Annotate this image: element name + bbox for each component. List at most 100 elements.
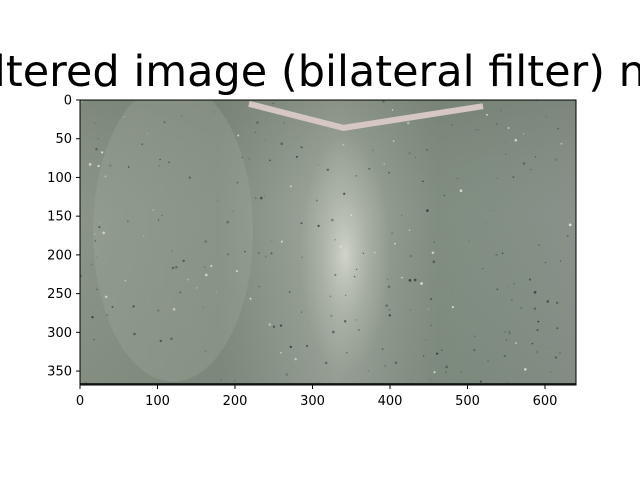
- y-tick-label: 150: [47, 210, 72, 225]
- speckle: [496, 288, 499, 290]
- speckle: [241, 156, 243, 159]
- speckle: [420, 282, 423, 285]
- speckle: [499, 109, 503, 112]
- speckle: [537, 105, 540, 108]
- speckle: [235, 270, 238, 273]
- speckle: [566, 234, 569, 237]
- speckle: [232, 210, 234, 212]
- speckle: [468, 239, 471, 242]
- speckle: [344, 294, 347, 297]
- speckle: [530, 169, 532, 171]
- speckle: [495, 253, 499, 257]
- speckle: [133, 332, 136, 336]
- speckle: [443, 194, 446, 197]
- speckle: [210, 264, 213, 268]
- speckle: [537, 320, 540, 323]
- speckle: [300, 222, 303, 225]
- speckle: [450, 124, 453, 126]
- speckle: [388, 171, 390, 174]
- y-tick-label: 350: [47, 365, 72, 380]
- speckle: [170, 337, 173, 341]
- axes-frame: [79, 99, 577, 386]
- speckle: [90, 263, 93, 266]
- speckle: [445, 371, 447, 373]
- speckle: [386, 278, 389, 281]
- speckle: [533, 291, 537, 294]
- speckle: [371, 149, 374, 152]
- speckle: [317, 224, 320, 228]
- speckle: [436, 352, 439, 355]
- speckle: [175, 265, 178, 269]
- speckle: [128, 166, 130, 168]
- speckle: [409, 309, 412, 311]
- speckle: [422, 355, 425, 357]
- speckle: [524, 368, 527, 371]
- speckle: [353, 275, 356, 278]
- speckle: [339, 245, 342, 248]
- speckle: [204, 240, 207, 243]
- speckle: [159, 339, 163, 343]
- speckle: [367, 370, 370, 372]
- speckle: [503, 142, 506, 145]
- speckle: [427, 308, 430, 310]
- speckle: [401, 276, 403, 279]
- speckle: [368, 167, 371, 170]
- x-tick-label: 400: [378, 394, 403, 409]
- speckle: [295, 136, 297, 138]
- y-tick-label: 200: [47, 248, 72, 263]
- speckle: [544, 262, 547, 264]
- speckle: [432, 260, 436, 264]
- speckle: [388, 308, 391, 311]
- speckle: [431, 251, 435, 255]
- speckle: [203, 266, 206, 269]
- speckle: [227, 253, 230, 256]
- speckle: [81, 101, 83, 103]
- speckle: [237, 134, 240, 137]
- speckle: [163, 121, 166, 124]
- speckle: [331, 218, 334, 222]
- speckle: [382, 100, 385, 103]
- speckle: [410, 378, 412, 380]
- speckle: [93, 338, 95, 341]
- speckle: [171, 250, 173, 252]
- speckle: [94, 122, 96, 124]
- speckle: [216, 200, 219, 203]
- speckle: [531, 342, 534, 345]
- speckle: [88, 162, 92, 166]
- speckle: [249, 297, 252, 300]
- speckle: [143, 235, 145, 237]
- speckle: [507, 127, 510, 129]
- speckle: [179, 291, 182, 294]
- speckle: [433, 371, 436, 374]
- floor-light-patch: [93, 100, 253, 382]
- speckle: [507, 285, 509, 287]
- speckle: [429, 297, 433, 301]
- speckle: [280, 142, 284, 146]
- speckle: [101, 151, 104, 154]
- speckle: [152, 209, 154, 211]
- x-tick-label: 500: [455, 394, 480, 409]
- speckle: [102, 231, 105, 235]
- speckle: [283, 121, 286, 124]
- speckle: [501, 252, 504, 255]
- speckle: [533, 307, 537, 310]
- chart-title: filtered image (bilateral filter) nn: [0, 47, 640, 97]
- speckle: [408, 151, 411, 155]
- speckle: [272, 102, 274, 105]
- speckle: [451, 306, 454, 309]
- speckle: [474, 128, 478, 131]
- speckle: [111, 306, 114, 308]
- speckle: [84, 271, 86, 274]
- speckle: [508, 330, 511, 333]
- speckle: [91, 316, 94, 319]
- speckle: [479, 380, 482, 383]
- speckle: [263, 194, 266, 197]
- speckle: [187, 278, 190, 281]
- speckle: [426, 209, 429, 212]
- speckle: [549, 371, 552, 373]
- speckle: [233, 379, 236, 382]
- speckle: [285, 373, 289, 376]
- speckle: [495, 123, 498, 126]
- y-tick-label: 0: [64, 94, 72, 109]
